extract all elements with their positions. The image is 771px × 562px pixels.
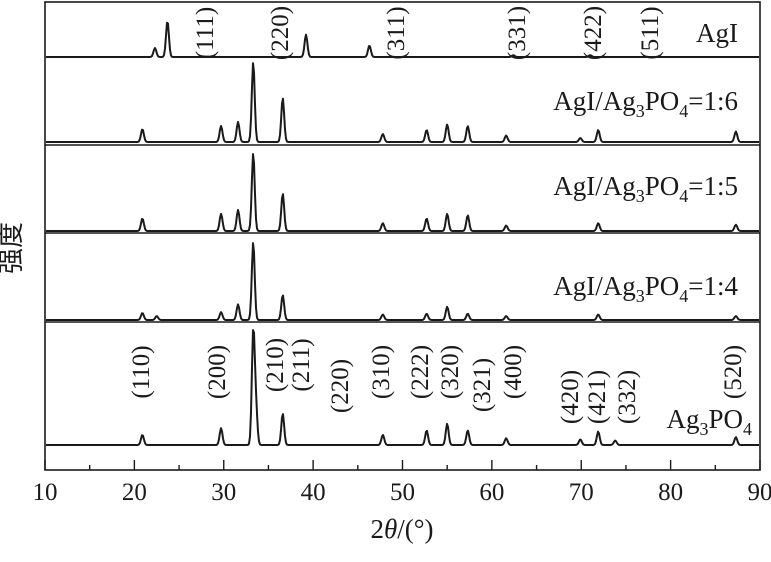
hkl-label: (111) bbox=[192, 7, 219, 59]
hkl-label: (220) bbox=[327, 359, 354, 413]
hkl-label: (422) bbox=[580, 6, 607, 60]
x-tick-label: 90 bbox=[748, 479, 771, 506]
xrd-pattern-line bbox=[46, 153, 759, 232]
xrd-pattern-line bbox=[46, 242, 759, 321]
hkl-label: (332) bbox=[614, 370, 641, 424]
hkl-label: (511) bbox=[637, 6, 664, 59]
hkl-label: (222) bbox=[407, 345, 434, 399]
hkl-labels: (111) (220) (311) (331) (422) (511) (110) (200)… bbox=[128, 6, 747, 424]
x-tick-label: 50 bbox=[390, 479, 415, 506]
hkl-label: (331) bbox=[504, 6, 531, 60]
series-label: AgI/Ag3PO4=1:4 bbox=[553, 271, 738, 306]
hkl-label: (400) bbox=[500, 345, 527, 399]
hkl-label: (310) bbox=[368, 345, 395, 399]
xrd-pattern-line bbox=[46, 21, 759, 58]
series-label: AgI bbox=[696, 18, 738, 48]
x-tick-label: 80 bbox=[658, 479, 683, 506]
x-tick-label: 20 bbox=[122, 479, 147, 506]
hkl-label: (320) bbox=[437, 345, 464, 399]
hkl-label: (421) bbox=[584, 370, 611, 424]
x-tick-label: 10 bbox=[33, 479, 58, 506]
x-tick-label: 60 bbox=[479, 479, 504, 506]
hkl-label: (110) bbox=[128, 345, 155, 398]
hkl-label: (211) bbox=[288, 338, 315, 391]
series-label: AgI/Ag3PO4=1:6 bbox=[553, 86, 738, 121]
series-label: AgI/Ag3PO4=1:5 bbox=[553, 171, 738, 206]
y-axis-label: 强度 bbox=[0, 222, 26, 274]
hkl-label: (520) bbox=[720, 345, 747, 399]
xrd-patterns bbox=[46, 21, 759, 446]
xrd-pattern-line bbox=[46, 329, 759, 446]
hkl-label: (210) bbox=[262, 338, 289, 392]
series-label: Ag3PO4 bbox=[666, 404, 752, 439]
hkl-label: (220) bbox=[267, 6, 294, 60]
hkl-label: (321) bbox=[469, 358, 496, 412]
hkl-label: (420) bbox=[557, 370, 584, 424]
x-tick-label: 70 bbox=[569, 479, 594, 506]
x-tick-label: 30 bbox=[211, 479, 236, 506]
xrd-pattern-line bbox=[46, 62, 759, 143]
hkl-label: (311) bbox=[383, 6, 410, 59]
hkl-label: (200) bbox=[204, 345, 231, 399]
x-tick-label: 40 bbox=[301, 479, 326, 506]
plot-frame bbox=[44, 1, 761, 471]
x-axis-label: 2θ/(°) bbox=[370, 514, 433, 544]
x-axis: 10 20 30 40 50 60 70 80 90 bbox=[33, 460, 771, 506]
